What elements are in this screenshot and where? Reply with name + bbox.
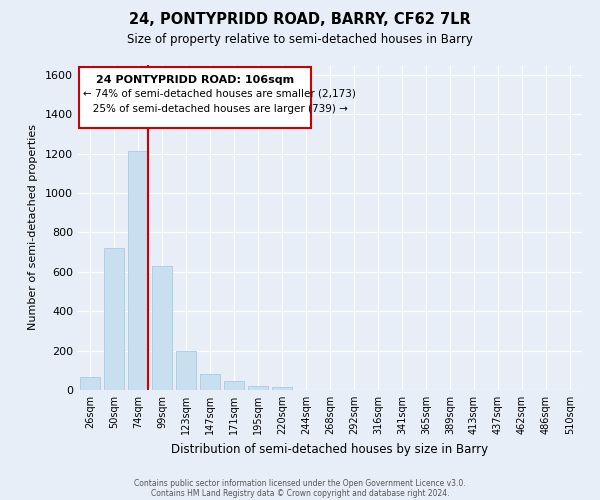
Text: 24, PONTYPRIDD ROAD, BARRY, CF62 7LR: 24, PONTYPRIDD ROAD, BARRY, CF62 7LR (129, 12, 471, 28)
Bar (152, 266, 172, 390)
Bar (272, 387, 292, 390)
Text: ← 74% of semi-detached houses are smaller (2,173): ← 74% of semi-detached houses are smalle… (83, 88, 356, 99)
Bar (79, 67, 311, 128)
Bar (80, 377, 100, 390)
Bar (104, 248, 124, 390)
Bar (248, 386, 268, 390)
Text: Contains public sector information licensed under the Open Government Licence v3: Contains public sector information licen… (134, 478, 466, 488)
Bar (224, 381, 244, 390)
X-axis label: Distribution of semi-detached houses by size in Barry: Distribution of semi-detached houses by … (172, 442, 488, 456)
Text: 25% of semi-detached houses are larger (739) →: 25% of semi-detached houses are larger (… (83, 104, 347, 115)
Text: Size of property relative to semi-detached houses in Barry: Size of property relative to semi-detach… (127, 32, 473, 46)
Text: Contains HM Land Registry data © Crown copyright and database right 2024.: Contains HM Land Registry data © Crown c… (151, 488, 449, 498)
Bar (200, 374, 220, 390)
Bar (176, 350, 196, 390)
Text: 24 PONTYPRIDD ROAD: 106sqm: 24 PONTYPRIDD ROAD: 106sqm (96, 75, 294, 85)
Bar (128, 150, 148, 390)
Y-axis label: Number of semi-detached properties: Number of semi-detached properties (28, 124, 38, 330)
